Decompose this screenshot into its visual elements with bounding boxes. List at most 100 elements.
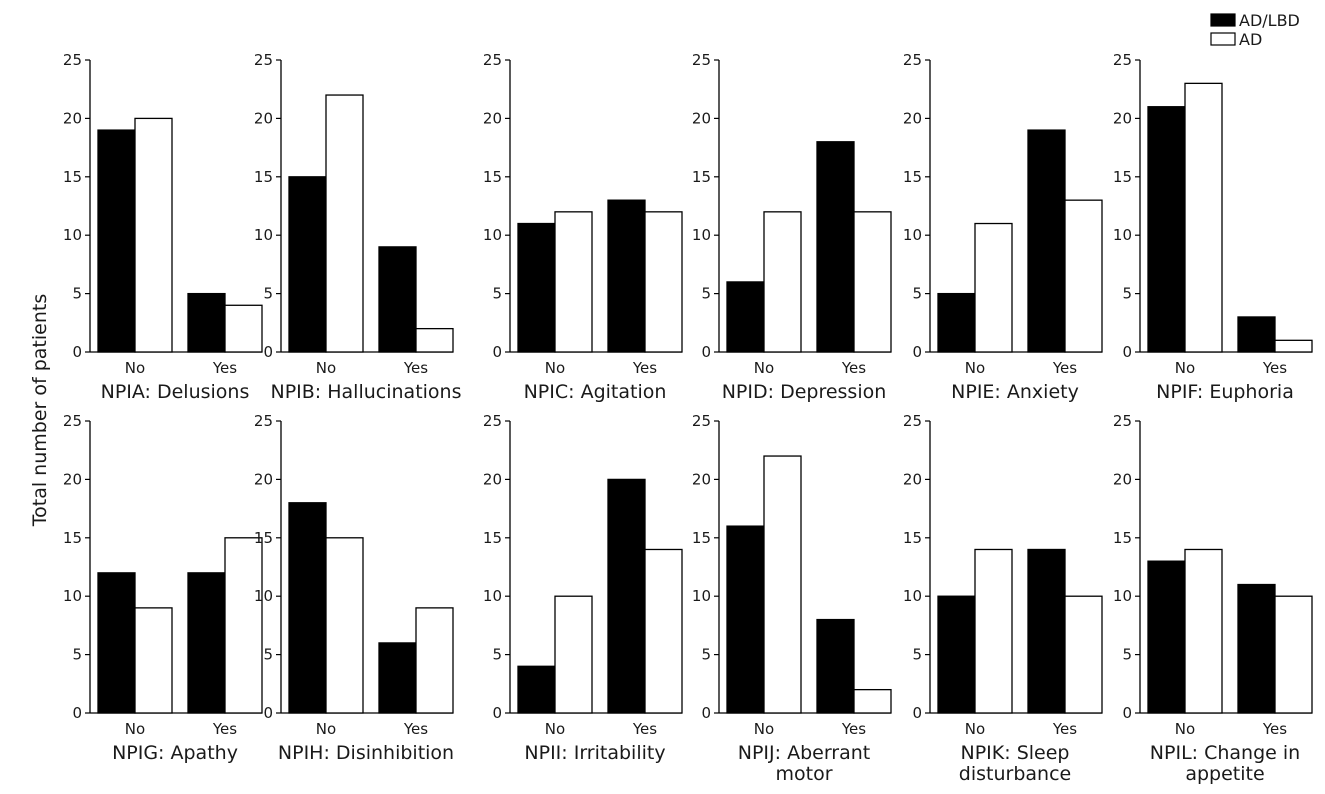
bar <box>517 665 556 714</box>
y-tick-label: 5 <box>72 646 82 664</box>
panel-title: NPIH: Disinhibition <box>278 742 454 764</box>
x-tick-label: Yes <box>403 359 428 377</box>
bar <box>763 211 802 353</box>
y-tick-label: 5 <box>492 285 502 303</box>
bar <box>607 478 646 714</box>
y-tick-label: 20 <box>903 470 922 488</box>
panel-title: NPIE: Anxiety <box>951 381 1079 403</box>
panel: 0 5 10 15 20 25 No Yes NPIB: Hallucinations <box>254 51 462 403</box>
y-tick-label: 20 <box>692 109 711 127</box>
bar <box>288 176 327 353</box>
y-tick-label: 25 <box>692 51 711 69</box>
panel: 0 5 10 15 20 25 No Yes NPIE: Anxiety <box>903 51 1103 403</box>
bar <box>1147 106 1186 353</box>
bar <box>1274 595 1313 714</box>
x-tick-label: No <box>545 359 565 377</box>
y-tick-label: 0 <box>263 704 273 722</box>
x-tick-label: No <box>754 359 774 377</box>
legend-swatch <box>1210 13 1236 27</box>
bar <box>1237 316 1276 353</box>
y-tick-label: 10 <box>692 226 711 244</box>
bar <box>853 688 892 714</box>
y-tick-label: 15 <box>254 529 273 547</box>
x-tick-label: No <box>316 720 336 738</box>
panel-title: NPIL: Change in <box>1150 742 1300 764</box>
bar <box>726 525 765 714</box>
y-tick-label: 5 <box>263 646 273 664</box>
y-tick-label: 5 <box>263 285 273 303</box>
legend-swatch <box>1210 32 1236 46</box>
x-tick-label: Yes <box>632 359 657 377</box>
legend-label: AD/LBD <box>1239 11 1300 30</box>
y-tick-label: 25 <box>254 412 273 430</box>
y-tick-label: 0 <box>912 343 922 361</box>
y-tick-label: 15 <box>63 168 82 186</box>
panel-title: NPIJ: Aberrant <box>738 742 871 764</box>
x-tick-label: Yes <box>212 359 237 377</box>
bar <box>1027 129 1066 353</box>
panel-title: NPII: Irritability <box>524 742 665 764</box>
panel: 0 5 10 15 20 25 No Yes NPIC: Agitation <box>483 51 683 403</box>
bar <box>816 618 855 714</box>
panel-title: motor <box>775 763 832 785</box>
y-tick-label: 15 <box>903 168 922 186</box>
bar <box>288 502 327 714</box>
x-tick-label: No <box>125 720 145 738</box>
y-tick-label: 25 <box>483 412 502 430</box>
y-tick-label: 0 <box>263 343 273 361</box>
y-tick-label: 20 <box>483 470 502 488</box>
y-tick-label: 20 <box>63 470 82 488</box>
bar <box>1184 548 1223 714</box>
bar <box>187 292 226 353</box>
bar <box>325 537 364 714</box>
panel: 0 5 10 15 20 25 No Yes NPIF: Euphoria <box>1113 51 1313 403</box>
y-tick-label: 5 <box>1122 285 1132 303</box>
y-tick-label: 25 <box>483 51 502 69</box>
y-tick-label: 20 <box>1113 109 1132 127</box>
y-tick-label: 10 <box>903 587 922 605</box>
panel: 0 5 10 15 20 25 No Yes NPIA: Delusions <box>63 51 263 403</box>
y-tick-label: 0 <box>492 343 502 361</box>
bar <box>974 548 1013 714</box>
bar <box>378 246 417 353</box>
x-tick-label: Yes <box>1262 359 1287 377</box>
y-tick-label: 25 <box>63 51 82 69</box>
panel: 0 5 10 15 20 25 No Yes NPIG: Apathy <box>63 412 263 764</box>
x-tick-label: No <box>965 359 985 377</box>
y-tick-label: 0 <box>72 704 82 722</box>
y-tick-label: 5 <box>701 285 711 303</box>
x-tick-label: Yes <box>632 720 657 738</box>
y-tick-label: 15 <box>903 529 922 547</box>
panel-title: NPIA: Delusions <box>101 381 250 403</box>
y-tick-label: 25 <box>903 51 922 69</box>
panel-title: NPIK: Sleep <box>961 742 1070 764</box>
bar <box>1064 595 1103 714</box>
y-tick-label: 10 <box>63 587 82 605</box>
bar <box>517 222 556 353</box>
panel-title: NPID: Depression <box>722 381 887 403</box>
bar <box>378 642 417 714</box>
y-tick-label: 25 <box>692 412 711 430</box>
y-tick-label: 20 <box>63 109 82 127</box>
x-tick-label: No <box>125 359 145 377</box>
bar <box>816 141 855 353</box>
bar <box>415 607 454 714</box>
y-tick-label: 5 <box>1122 646 1132 664</box>
y-tick-label: 15 <box>692 529 711 547</box>
y-tick-label: 0 <box>701 704 711 722</box>
y-tick-label: 5 <box>701 646 711 664</box>
panel-title: NPIG: Apathy <box>112 742 238 764</box>
bar <box>325 94 364 353</box>
bar <box>644 548 683 714</box>
y-tick-label: 10 <box>63 226 82 244</box>
x-tick-label: Yes <box>1052 720 1077 738</box>
y-tick-label: 25 <box>254 51 273 69</box>
y-tick-label: 15 <box>483 168 502 186</box>
panel: 0 5 10 15 20 25 No Yes NPIH: Disinhibition <box>254 412 454 764</box>
x-tick-label: No <box>545 720 565 738</box>
x-tick-label: No <box>316 359 336 377</box>
